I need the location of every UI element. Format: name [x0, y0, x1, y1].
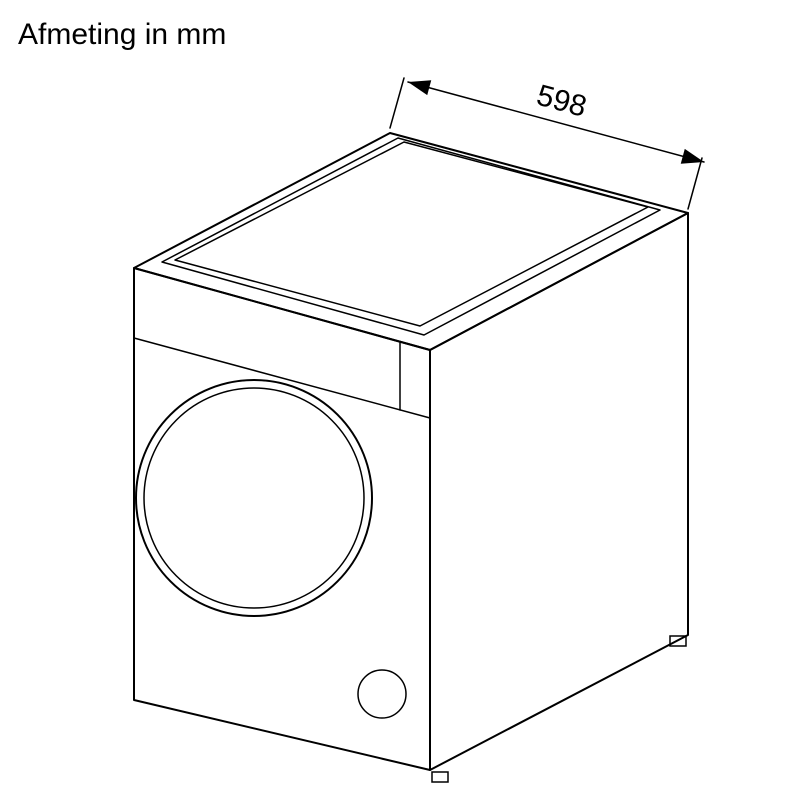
dimension-label-width: 598: [533, 79, 590, 124]
appliance-dimension-drawing: 598: [0, 0, 800, 800]
page-title: Afmeting in mm: [18, 18, 226, 52]
